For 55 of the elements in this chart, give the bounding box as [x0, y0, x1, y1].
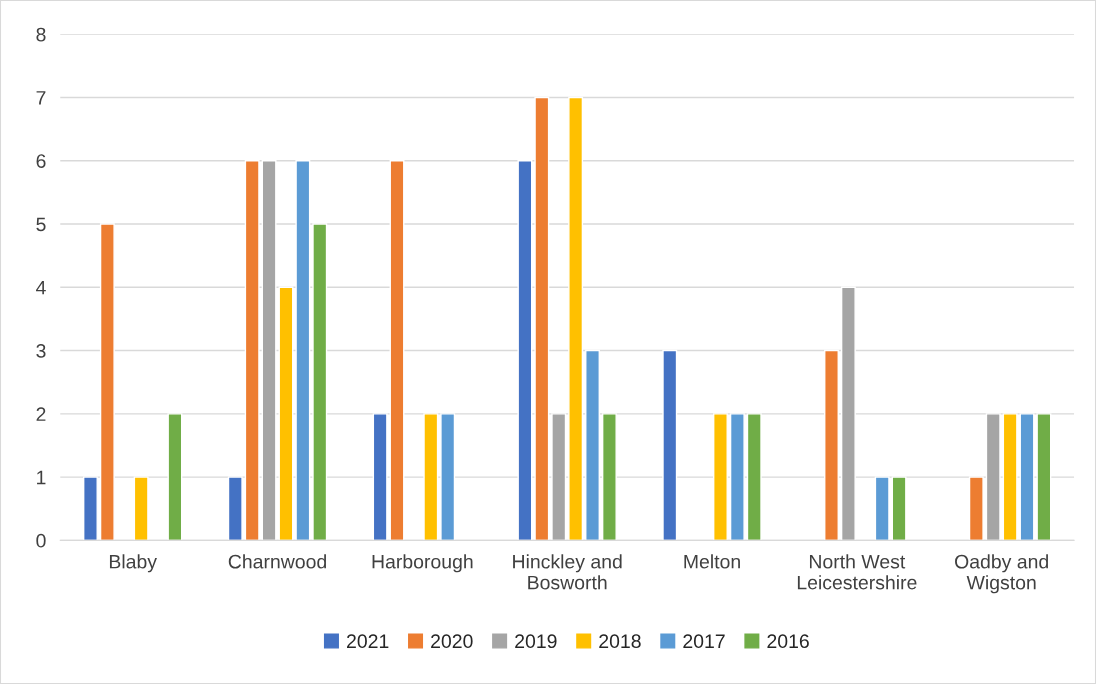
bar	[227, 476, 243, 541]
legend-label: 2018	[599, 634, 641, 649]
bar	[99, 223, 115, 541]
bar	[389, 160, 405, 541]
legend-label: 2017	[683, 634, 725, 649]
x-tick-label: Charnwood	[228, 554, 326, 569]
x-tick-label: Hinckley and Bosworth	[513, 554, 622, 590]
bar	[891, 476, 907, 541]
y-tick-label: 7	[36, 91, 46, 105]
y-tick-label: 4	[36, 280, 46, 295]
y-tick-label: 2	[36, 407, 46, 421]
bar	[244, 160, 260, 541]
y-tick-label: 0	[36, 533, 46, 548]
y-tick-label: 3	[36, 344, 46, 358]
legend-label: 2020	[431, 634, 473, 649]
bar	[534, 96, 550, 541]
bar	[261, 160, 277, 541]
bar	[874, 476, 890, 541]
bar	[167, 413, 183, 541]
bar	[423, 413, 439, 541]
x-tick-label: Blaby	[109, 554, 157, 573]
bar	[517, 160, 533, 541]
x-tick-label: Harborough	[372, 554, 473, 573]
bar	[662, 349, 678, 541]
x-tick-label: North West Leicestershire	[797, 554, 917, 590]
bar	[985, 413, 1001, 541]
legend-label: 2019	[515, 634, 557, 649]
bar	[729, 413, 745, 541]
bar	[840, 286, 856, 541]
legend-label: 2016	[767, 634, 809, 649]
bar	[568, 96, 584, 541]
bar	[713, 413, 728, 541]
bar	[295, 160, 311, 541]
y-tick-label: 6	[36, 154, 46, 168]
bar	[82, 476, 98, 541]
x-tick-label: Oadby and Wigston	[955, 554, 1048, 594]
y-tick-label: 1	[37, 470, 46, 485]
bar	[585, 349, 600, 541]
bar	[312, 223, 328, 541]
bar	[1019, 413, 1035, 541]
bar	[133, 476, 149, 541]
legend-label: 2021	[347, 634, 389, 649]
bar	[824, 349, 839, 541]
bar	[440, 413, 456, 541]
bar	[746, 413, 762, 541]
bar	[968, 476, 984, 541]
y-tick-label: 5	[36, 217, 46, 232]
bar	[372, 413, 388, 541]
bar	[278, 286, 294, 541]
x-tick-label: Melton	[684, 554, 740, 569]
y-tick-label: 8	[36, 27, 46, 42]
bar	[601, 413, 617, 541]
bar	[551, 413, 567, 541]
bar	[1036, 413, 1052, 541]
bar	[1002, 413, 1018, 541]
